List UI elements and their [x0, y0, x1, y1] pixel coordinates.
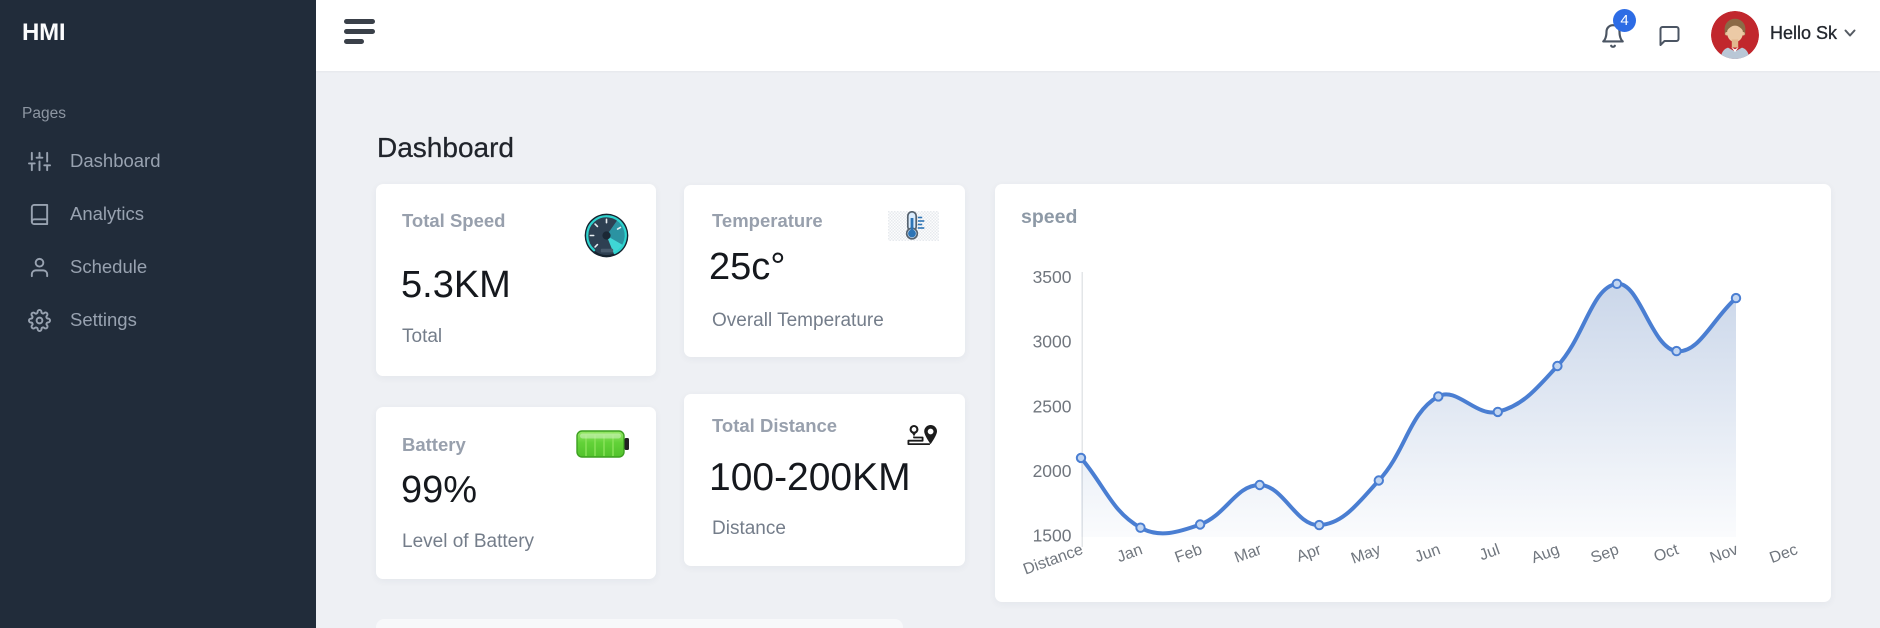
- svg-text:2500: 2500: [1033, 396, 1072, 416]
- svg-text:3000: 3000: [1033, 332, 1072, 352]
- svg-text:May: May: [1349, 541, 1383, 567]
- svg-text:3500: 3500: [1033, 267, 1072, 287]
- svg-text:Nov: Nov: [1708, 541, 1741, 567]
- svg-text:2000: 2000: [1033, 461, 1072, 481]
- svg-text:Feb: Feb: [1173, 541, 1205, 566]
- svg-text:Jan: Jan: [1115, 541, 1145, 566]
- svg-text:1500: 1500: [1033, 526, 1072, 546]
- svg-text:Aug: Aug: [1529, 541, 1562, 567]
- svg-text:Sep: Sep: [1589, 541, 1622, 567]
- svg-text:Distance: Distance: [1021, 541, 1085, 578]
- svg-text:Apr: Apr: [1294, 541, 1324, 566]
- svg-text:Dec: Dec: [1767, 541, 1800, 567]
- svg-text:Jul: Jul: [1477, 541, 1502, 564]
- svg-text:Mar: Mar: [1232, 541, 1264, 567]
- svg-text:Jun: Jun: [1413, 541, 1443, 566]
- svg-text:Oct: Oct: [1652, 541, 1682, 566]
